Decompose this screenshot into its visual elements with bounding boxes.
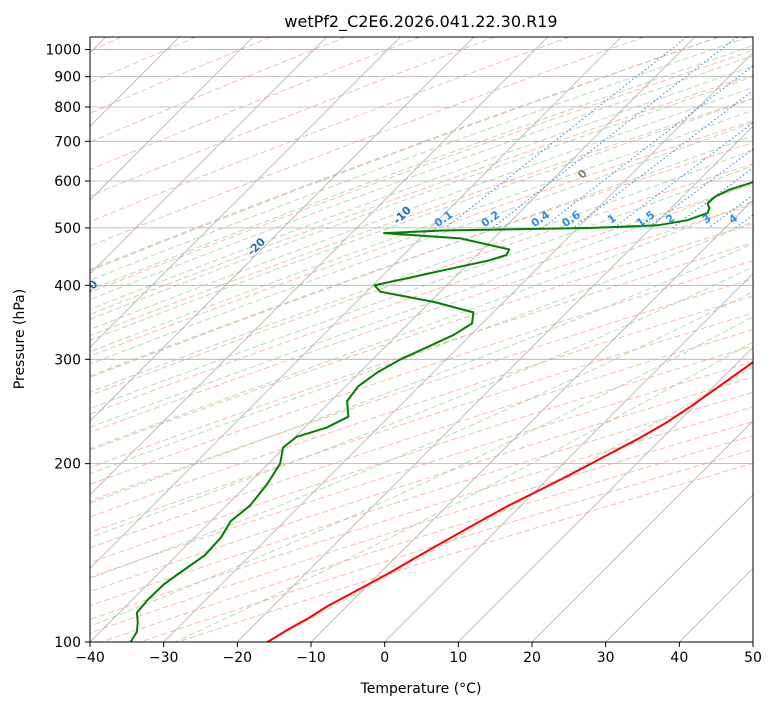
isotherm-line <box>90 37 622 569</box>
moist-adiabat-line <box>90 76 753 320</box>
moist-adiabat-line <box>90 149 753 393</box>
dry-adiabat-line <box>90 37 645 247</box>
chart-title: wetPf2_C2E6.2026.041.22.30.R19 <box>284 12 557 32</box>
mixing-ratio-line <box>492 37 738 229</box>
dry-adiabat-line <box>90 183 753 415</box>
y-tick-label: 300 <box>54 352 81 368</box>
dry-adiabat-line <box>90 37 570 223</box>
isotherm-line <box>605 494 753 642</box>
isotherm-line <box>90 37 254 201</box>
isotherm-line <box>458 346 753 642</box>
plot-area-background <box>90 37 753 642</box>
moist-adiabat-line <box>90 55 753 301</box>
x-tick-label: 0 <box>380 650 389 666</box>
moist-adiabat-line <box>90 65 753 310</box>
y-tick-label: 1000 <box>45 43 81 59</box>
axes: −40 −30 −20 −10 0 10 20 30 40 50 100 200 300 400 500 60… <box>45 43 762 666</box>
y-tick-label: 900 <box>54 70 81 86</box>
dry-adiabat-line <box>90 278 753 502</box>
x-tick-label: 50 <box>744 650 762 666</box>
isotherm-line <box>237 125 753 642</box>
x-tick-label: 40 <box>670 650 688 666</box>
dry-adiabat-line <box>90 345 753 564</box>
dry-adiabat-line <box>90 97 753 337</box>
y-tick-label: 800 <box>54 100 81 116</box>
x-tick-label: −20 <box>223 650 253 666</box>
dry-adiabat-label: -30 <box>77 277 100 300</box>
mixing-ratio-lines <box>445 37 753 229</box>
moist-adiabat-line <box>90 266 753 539</box>
dry-adiabat-line <box>90 50 753 293</box>
y-axis-label: Pressure (hPa) <box>12 289 28 389</box>
isotherm-line <box>90 37 475 422</box>
x-tick-label: −30 <box>149 650 179 666</box>
dry-adiabat-line <box>90 37 496 197</box>
plot-frame <box>89 36 754 643</box>
dry-adiabat-line <box>90 203 753 433</box>
isotherm-line <box>163 52 753 642</box>
dry-adiabat-line <box>90 37 346 143</box>
moist-adiabat-line <box>90 37 749 281</box>
moist-adiabat-line <box>90 86 753 331</box>
isotherm-line <box>90 37 548 496</box>
dry-adiabat-line <box>90 163 753 396</box>
isotherm-line <box>90 37 401 348</box>
dewpoint-profile-line <box>129 181 753 642</box>
mixing-ratio-line <box>672 167 753 229</box>
x-tick-label: −40 <box>75 650 105 666</box>
moist-adiabat-line <box>267 366 753 642</box>
isotherm-line <box>531 420 753 642</box>
moist-adiabat-line <box>90 200 753 450</box>
dry-adiabat-line <box>90 391 753 607</box>
profile-series <box>129 181 753 642</box>
x-axis-label: Temperature (°C) <box>360 681 482 697</box>
moist-adiabat-line <box>90 45 753 291</box>
dry-adiabat-line <box>90 295 753 518</box>
y-tick-label: 100 <box>54 635 81 651</box>
moist-adiabat-line <box>90 165 753 410</box>
dry-adiabat-line <box>90 74 753 315</box>
isotherm-line <box>384 273 753 642</box>
temperature-profile-line <box>266 361 753 642</box>
dry-adiabat-line <box>90 329 753 549</box>
dry-adiabat-line <box>90 37 272 114</box>
x-tick-label: 30 <box>597 650 615 666</box>
x-tick-label: 20 <box>523 650 541 666</box>
x-tick-label: 10 <box>449 650 467 666</box>
moist-adiabat-line <box>90 181 753 428</box>
dry-adiabat-line <box>90 142 753 377</box>
skewed-isotherms <box>90 37 753 642</box>
dry-adiabats <box>90 37 753 642</box>
y-tick-label: 700 <box>54 134 81 150</box>
dry-adiabat-line <box>90 241 753 469</box>
dry-adiabat-line <box>90 37 720 271</box>
isotherm-line <box>90 37 696 642</box>
mixing-ratio-line <box>542 65 753 229</box>
y-tick-label: 400 <box>54 278 81 294</box>
moist-adiabats <box>90 37 753 642</box>
y-tick-label: 500 <box>54 221 81 237</box>
isotherm-line <box>310 199 753 642</box>
dry-adiabat-line <box>90 376 753 593</box>
x-tick-label: −10 <box>296 650 326 666</box>
moist-adiabat-line <box>90 109 753 353</box>
plot-content: 0.10.20.40.611.52346810131620253036-100-… <box>77 37 753 642</box>
mixing-ratio-line <box>572 90 753 229</box>
y-tick-label: 200 <box>54 457 81 473</box>
isotherm-line <box>90 37 327 275</box>
moist-adiabat-line <box>90 316 753 627</box>
pressure-gridlines <box>90 49 753 642</box>
moist-adiabat-line <box>90 220 753 475</box>
moist-adiabat-line <box>90 98 753 341</box>
y-tick-label: 600 <box>54 174 81 190</box>
